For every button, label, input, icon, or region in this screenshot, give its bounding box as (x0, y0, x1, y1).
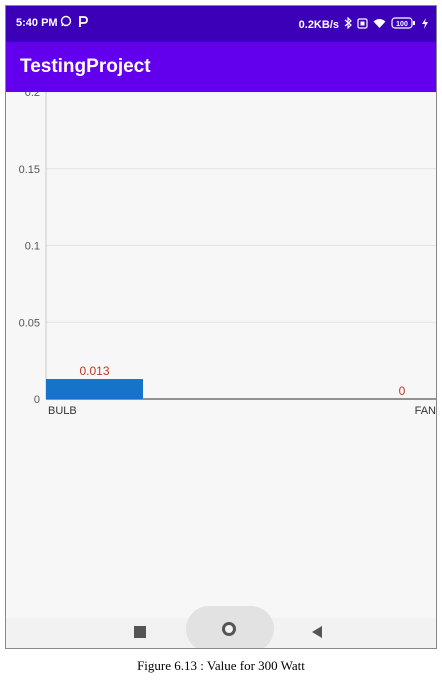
bar-value-label: 0.013 (79, 364, 109, 378)
battery-icon: 100 (391, 17, 417, 32)
back-icon[interactable] (312, 626, 322, 638)
bluetooth-icon (344, 16, 352, 32)
wifi-icon (373, 18, 386, 32)
app-bar: TestingProject (6, 42, 436, 92)
bar-bulb (46, 379, 143, 399)
home-button[interactable] (186, 606, 274, 648)
status-bar: 5:40 PM 0.2KB/s 100 (6, 6, 436, 42)
whatsapp-icon (60, 15, 72, 31)
status-right: 0.2KB/s 100 (298, 16, 428, 32)
x-tick-label: BULB (48, 405, 77, 417)
x-tick-label: FAN (415, 405, 436, 417)
app-title: TestingProject (20, 56, 151, 77)
bar-chart-svg: 0 0.05 0.1 0.15 0.2 0.013 BULB 0 FAN (19, 92, 436, 417)
battery-level: 100 (396, 21, 408, 28)
status-time: 5:40 PM (16, 17, 58, 29)
bar-value-label: 0 (399, 384, 406, 398)
figure-caption: Figure 6.13 : Value for 300 Watt (137, 658, 305, 673)
status-left-icons (60, 15, 88, 31)
phone-screen: 5:40 PM 0.2KB/s 100 (5, 5, 437, 649)
bar-chart: 0 0.05 0.1 0.15 0.2 0.013 BULB 0 FAN (6, 92, 436, 482)
y-tick-label: 0.15 (19, 164, 40, 176)
charging-icon (422, 17, 428, 32)
sim-icon (357, 17, 368, 32)
y-tick-label: 0.1 (25, 241, 40, 253)
navigation-bar (6, 606, 436, 648)
home-icon[interactable] (222, 622, 236, 636)
y-tick-label: 0.2 (25, 92, 40, 99)
y-tick-label: 0.05 (19, 317, 40, 329)
recent-apps-icon[interactable] (134, 626, 146, 638)
y-tick-label: 0 (34, 394, 40, 406)
network-speed: 0.2KB/s (298, 18, 339, 31)
p-icon (78, 15, 88, 31)
